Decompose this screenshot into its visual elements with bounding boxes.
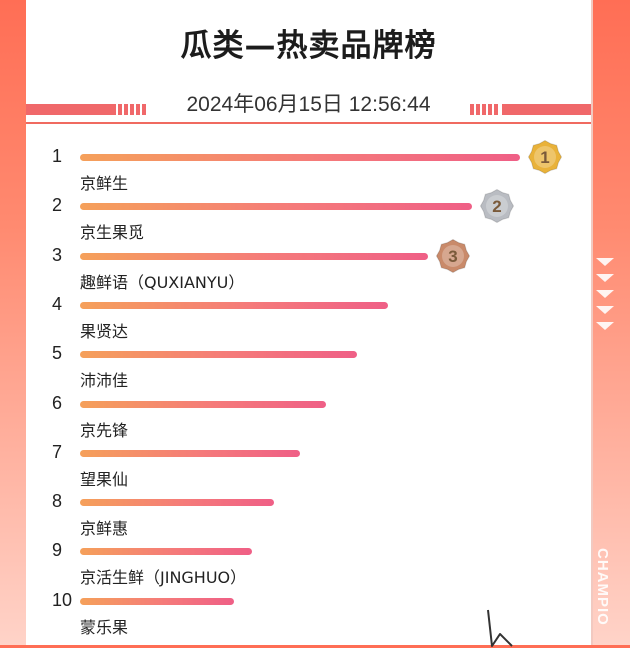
chevron-down-icon [596, 322, 614, 330]
rank-number: 9 [52, 540, 63, 561]
side-decoration: CHAMPIO [590, 0, 630, 645]
page-title: 瓜类—热卖品牌榜 [180, 28, 437, 64]
ranking-chart: 1 京鲜生 1 2 京生果觅 2 3 趣鲜语（QUXIANYU） 3 4 果贤达 5 沛沛佳 6 京先锋 7 望… [26, 124, 591, 645]
brand-name: 京活生鲜（JINGHUO） [80, 568, 247, 588]
medal-icon: 1 [528, 140, 562, 174]
chart-bar [80, 597, 234, 605]
rank-number: 5 [52, 343, 63, 364]
rank-number: 4 [52, 293, 63, 314]
brand-name: 京鲜惠 [80, 519, 129, 539]
brand-name: 京先锋 [80, 420, 129, 440]
chart-bar [80, 252, 428, 260]
svg-text:1: 1 [540, 148, 549, 167]
header-deco-right-ticks [470, 104, 500, 115]
header: 瓜类—热卖品牌榜 2024年06月15日 12:56:44 [26, 0, 591, 122]
brand-name: 沛沛佳 [80, 371, 129, 391]
chart-bar [80, 400, 327, 408]
svg-text:3: 3 [448, 247, 457, 266]
rank-number: 6 [52, 392, 63, 413]
rank-number: 10 [52, 589, 73, 610]
brand-name: 望果仙 [80, 469, 129, 489]
chevron-down-icon [596, 306, 614, 314]
chevron-down-icon [596, 290, 614, 298]
chart-bar [80, 449, 300, 457]
chart-bar [80, 154, 520, 161]
chart-bar [80, 499, 274, 507]
rank-number: 7 [52, 441, 63, 462]
header-divider [26, 122, 591, 124]
chevron-down-icon [596, 258, 614, 266]
cursor-arrow-icon [487, 609, 513, 647]
rank-number: 8 [52, 491, 63, 512]
brand-name: 果贤达 [80, 321, 129, 341]
chart-bar [80, 301, 388, 309]
brand-name: 蒙乐果 [80, 617, 129, 637]
side-vertical-text: CHAMPIO [594, 548, 611, 626]
header-deco-left-bar [26, 104, 116, 115]
chevron-down-icon [596, 274, 614, 282]
header-deco-right-bar [502, 104, 591, 115]
brand-name: 京生果觅 [80, 223, 145, 243]
chart-bar [80, 203, 472, 211]
header-deco-left-ticks [118, 104, 148, 115]
brand-name: 京鲜生 [80, 174, 129, 193]
rank-number: 2 [52, 195, 63, 216]
brand-name: 趣鲜语（QUXIANYU） [80, 272, 245, 292]
medal-icon: 2 [479, 189, 514, 224]
rank-number: 1 [52, 146, 63, 166]
chart-bar [80, 548, 252, 556]
chart-bar [80, 351, 358, 359]
timestamp: 2024年06月15日 12:56:44 [186, 93, 431, 116]
medal-icon: 3 [435, 238, 470, 273]
rank-number: 3 [52, 244, 63, 265]
svg-text:2: 2 [492, 197, 501, 216]
